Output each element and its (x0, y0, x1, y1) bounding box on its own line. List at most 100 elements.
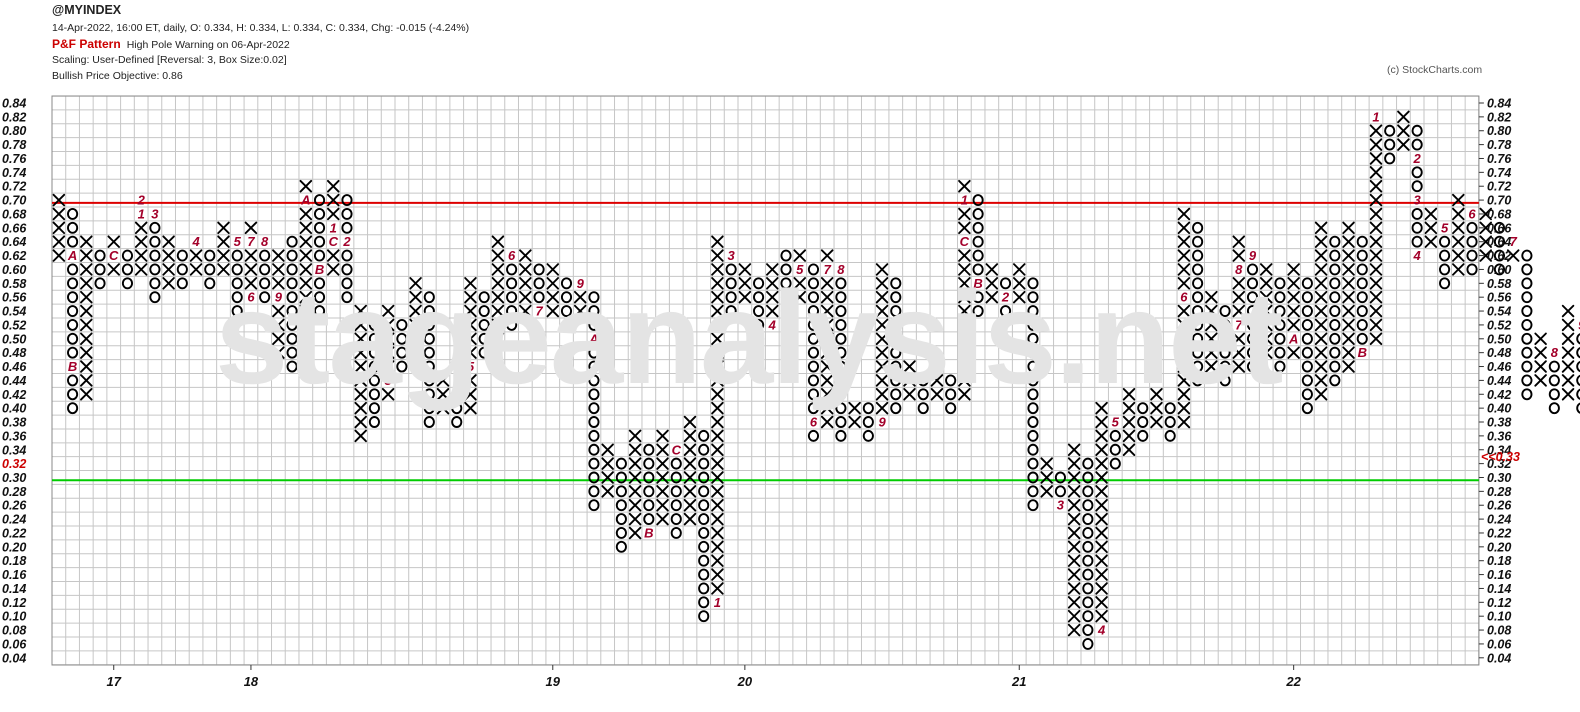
o-box (972, 235, 984, 248)
o-box (67, 305, 79, 317)
x-box (1040, 485, 1053, 498)
o-box (1576, 333, 1580, 345)
o-box (972, 291, 984, 304)
x-box (875, 374, 889, 387)
x-box (1067, 512, 1081, 526)
copyright[interactable]: (c) StockCharts.com (1387, 64, 1483, 76)
o-box (313, 305, 326, 317)
x-box (848, 401, 861, 415)
o-box (945, 374, 957, 387)
y-tick-label-left: 0.48 (2, 346, 26, 360)
x-box (80, 332, 93, 346)
x-box (217, 221, 230, 235)
x-box (464, 318, 477, 332)
o-box (890, 346, 902, 359)
o-box (1329, 249, 1341, 262)
x-box (1397, 138, 1410, 151)
month-marker: C (109, 248, 119, 263)
o-box (807, 318, 820, 331)
x-box (875, 360, 889, 373)
month-marker: 2 (137, 193, 146, 208)
o-box (313, 291, 326, 304)
x-box (958, 263, 971, 276)
y-tick-label-left: 0.72 (2, 180, 26, 194)
o-box (807, 346, 820, 359)
o-box (1356, 305, 1368, 317)
y-tick-label-right: 0.20 (1487, 540, 1511, 554)
o-box (1192, 360, 1204, 373)
x-box (1177, 332, 1191, 346)
o-box (1576, 388, 1580, 400)
o-box (1137, 402, 1149, 415)
x-box (272, 332, 285, 346)
y-tick-label-left: 0.80 (2, 124, 26, 138)
x-box (1095, 526, 1108, 540)
o-box (1192, 318, 1204, 331)
o-box (506, 263, 518, 276)
x-box (958, 207, 971, 221)
x-box (1177, 277, 1191, 290)
o-box (807, 429, 820, 442)
x-box (381, 304, 395, 318)
x-box (1205, 332, 1218, 346)
o-box (1219, 374, 1231, 387)
month-marker: 2 (713, 317, 722, 332)
x-box (1177, 221, 1191, 235)
o-box (368, 374, 380, 387)
o-box (1411, 166, 1423, 179)
month-marker: 9 (878, 415, 886, 430)
o-box (835, 332, 847, 345)
o-box (1164, 429, 1176, 442)
x-box (875, 304, 889, 318)
o-box (1576, 347, 1580, 359)
x-box (820, 346, 834, 359)
y-tick-label-left: 0.44 (2, 374, 26, 388)
x-tick-label: 20 (737, 674, 753, 689)
x-box (1040, 457, 1053, 470)
x-box (1561, 388, 1575, 401)
y-tick-label-right: 0.54 (1487, 305, 1511, 319)
x-tick-label: 17 (107, 674, 122, 689)
month-marker: A (588, 331, 598, 346)
x-box (1534, 346, 1547, 359)
o-box (231, 249, 243, 262)
x-box (1122, 429, 1136, 443)
o-box (478, 291, 490, 304)
x-box (381, 318, 395, 332)
x-box (162, 249, 175, 262)
o-box (1576, 402, 1580, 414)
o-box (259, 249, 271, 262)
o-box (1301, 277, 1313, 290)
x-box (381, 332, 395, 346)
o-box (807, 388, 820, 401)
o-box (890, 402, 902, 415)
x-box (820, 374, 834, 387)
y-tick-label-left: 0.36 (2, 429, 27, 443)
o-box (286, 360, 298, 373)
o-box (643, 457, 655, 470)
x-tick-label: 19 (546, 674, 561, 689)
x-box (1342, 235, 1355, 248)
o-box (396, 360, 408, 373)
o-box (588, 499, 600, 512)
quote-line: 14-Apr-2022, 16:00 ET, daily, O: 0.334, … (52, 22, 470, 34)
y-tick-label-right: 0.64 (1487, 235, 1511, 249)
chart-axes: 0.84 0.840.82 0.820.80 0.800.78 0.780.76 0.76… (2, 97, 1520, 690)
x-box (1452, 263, 1465, 276)
x-box (711, 304, 724, 318)
y-tick-label-left: 0.60 (2, 263, 26, 277)
x-box (628, 457, 642, 470)
x-box (1342, 346, 1355, 359)
o-box (451, 416, 463, 428)
y-tick-label-right: 0.74 (1487, 166, 1511, 180)
o-box (286, 277, 298, 290)
x-box (766, 277, 779, 290)
x-box (1122, 443, 1136, 456)
o-box (698, 429, 710, 442)
o-box (862, 429, 874, 442)
x-box (327, 263, 340, 276)
x-box (1122, 401, 1136, 415)
o-box (835, 416, 847, 428)
x-box (711, 568, 724, 581)
o-box (1548, 402, 1560, 415)
